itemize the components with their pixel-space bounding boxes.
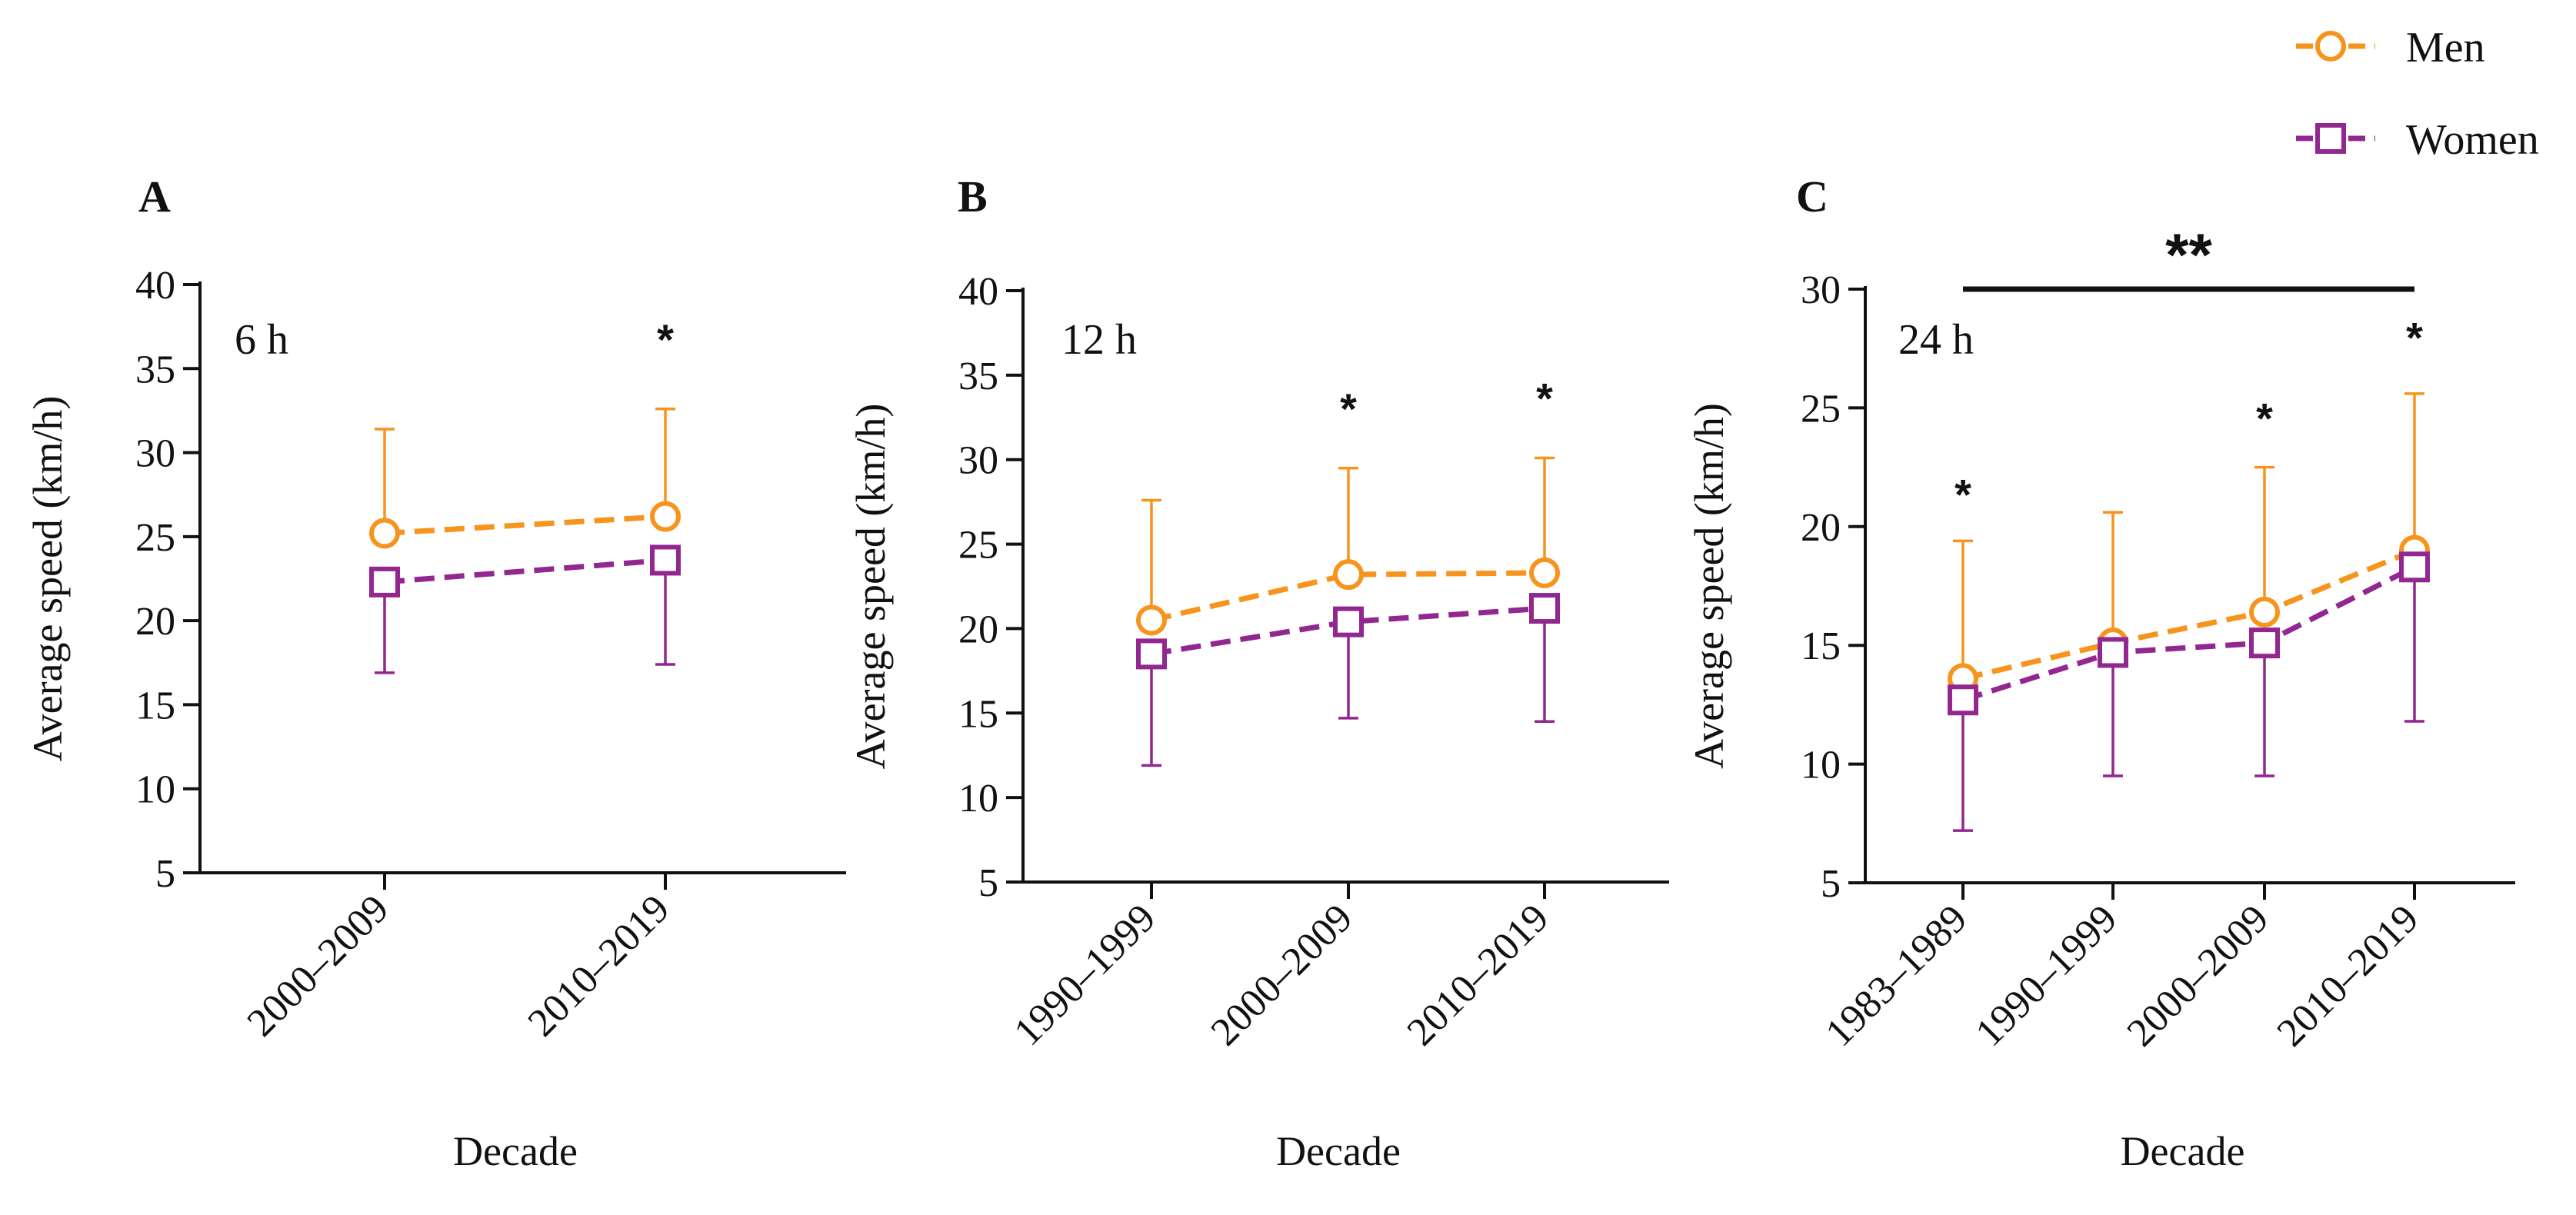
y-axis-title: Average speed (km/h) [25,396,71,762]
panel-A: A 6 h 5 10 15 20 25 30 35 40 Average speed (km/h) 2… [25,171,846,1174]
data-point-men [1136,604,1167,636]
y-tick-label: 30 [1801,268,1841,312]
significance-marker: * [1536,374,1553,423]
y-tick-label: 5 [1821,862,1841,906]
x-tick-label: 2010–2019 [1399,896,1558,1054]
data-point-men [369,518,400,549]
series-line-women [1961,564,2416,703]
y-tick-label: 30 [135,432,175,476]
series-line-men [384,514,666,536]
x-tick-label: 1983–1989 [1818,897,1976,1055]
y-tick-label: 25 [135,516,175,560]
legend-marker-men [2315,31,2346,62]
series-line-men [1151,570,1545,623]
y-tick-label: 10 [958,777,998,821]
x-tick-label: 2010–2019 [520,887,678,1045]
data-point-women [1948,684,1978,716]
data-point-women [650,544,681,576]
x-tick-label: 1990–1999 [1006,896,1165,1054]
data-point-women [1529,593,1560,624]
significance-marker: * [1954,470,1971,518]
legend-label-men: Men [2406,24,2485,72]
bracket-label: ** [2165,221,2212,288]
y-tick-label: 40 [958,270,998,314]
data-point-women [1136,638,1167,670]
data-point-men [1529,557,1560,588]
y-tick-label: 35 [135,348,175,391]
duration-label: 12 h [1061,316,1137,364]
x-axis-title: Decade [1276,1128,1401,1174]
y-tick-label: 10 [135,768,175,812]
data-point-women [2098,637,2128,668]
y-tick-label: 15 [958,692,998,736]
duration-label: 6 h [235,316,288,364]
y-tick-label: 15 [135,684,175,727]
y-tick-label: 25 [958,524,998,568]
panel-letter: C [1796,171,1828,221]
data-point-women [1333,606,1364,637]
x-tick-label: 2010–2019 [2269,897,2428,1055]
series-line-women [384,557,666,585]
data-point-men [650,501,681,532]
data-point-women [2399,551,2430,583]
y-tick-label: 20 [135,600,175,644]
x-tick-label: 2000–2009 [239,887,398,1045]
data-point-women [2249,627,2280,659]
significance-marker: * [1340,384,1357,433]
x-axis-title: Decade [453,1128,578,1174]
y-tick-label: 35 [958,355,998,398]
y-tick-label: 10 [1801,744,1841,787]
duration-label: 24 h [1898,316,1974,364]
x-axis-title: Decade [2121,1128,2245,1174]
y-tick-label: 15 [1801,624,1841,668]
y-tick-label: 20 [958,608,998,651]
x-tick-label: 2000–2009 [1203,896,1361,1054]
legend: Men Women [2296,24,2539,164]
y-tick-label: 40 [135,264,175,308]
y-axis-title: Average speed (km/h) [1686,403,1732,769]
y-tick-label: 25 [1801,387,1841,431]
significance-marker: * [657,315,674,364]
data-point-men [2249,596,2280,627]
y-tick-label: 20 [1801,506,1841,550]
y-tick-label: 5 [978,861,998,905]
x-tick-label: 2000–2009 [2119,897,2278,1055]
significance-marker: * [2406,313,2423,361]
legend-marker-women [2315,123,2346,154]
y-tick-label: 30 [958,439,998,483]
panel-letter: B [958,171,988,221]
data-point-men [1333,559,1364,591]
panel-C: C 24 h 5 10 15 20 25 30 Average speed (km/h) 1983… [1686,171,2515,1174]
y-tick-label: 5 [155,852,175,896]
y-axis-title: Average speed (km/h) [848,404,894,770]
data-point-women [369,566,400,598]
panel-B: B 12 h 5 10 15 20 25 30 35 40 Average speed (km/h)… [848,171,1669,1174]
legend-label-women: Women [2406,116,2539,164]
series-line-men [1962,548,2416,681]
panel-letter: A [138,171,171,221]
significance-marker: * [2256,394,2273,442]
x-tick-label: 1990–1999 [1968,897,2126,1055]
